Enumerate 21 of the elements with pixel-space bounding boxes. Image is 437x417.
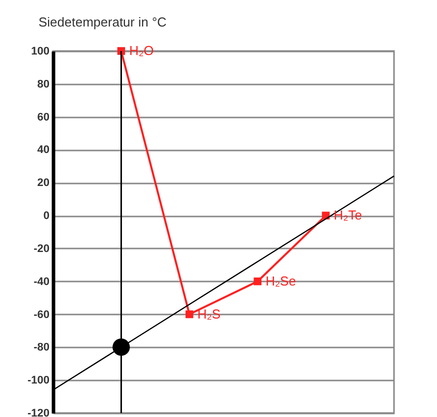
point [112,338,130,356]
y-tick-label: -80 [34,342,50,354]
point [117,47,126,55]
point [186,310,194,318]
y-tick-label: -120 [27,408,50,417]
annotation: H₂O [129,43,154,58]
y-tick-label: 40 [37,144,50,156]
y-tick-label: 80 [37,78,50,90]
y-axis-title: Siedetemperatur in °C [38,14,167,30]
y-tick-label: -20 [34,242,50,255]
annotation: H₂S [197,306,221,322]
y-tick-label: 20 [37,177,50,190]
y-tick-label: -60 [34,308,50,321]
annotation: H₂Se [266,273,296,288]
y-tick-label: 60 [37,111,50,124]
y-tick-label: 100 [31,46,50,58]
point [254,277,262,286]
y-tick-label: -40 [34,276,50,288]
annotation: H₂Te [334,208,362,223]
y-tick-label: 0 [43,210,50,222]
y-tick-label: -100 [27,374,50,387]
